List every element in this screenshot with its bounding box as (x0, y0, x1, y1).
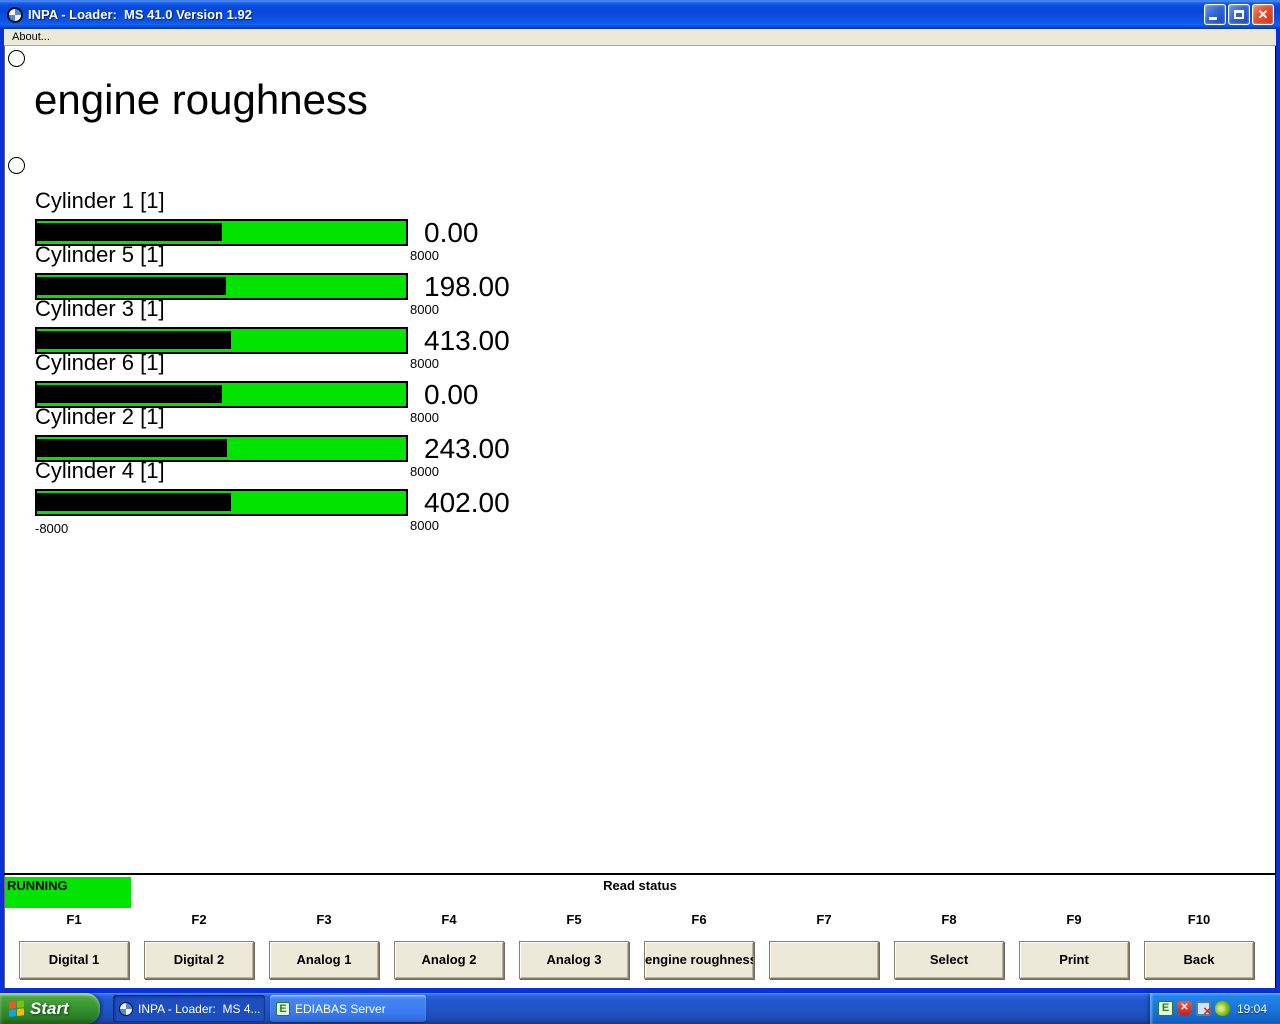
gauge-bar (35, 219, 408, 246)
gauge-bar-fill (37, 331, 232, 349)
select-button[interactable]: Select (894, 941, 1004, 979)
inpa-window: INPA - Loader: MS 41.0 Version 1.92 ✕ Ab… (0, 0, 1280, 993)
gauge-value: 243.00 (424, 433, 510, 464)
gauge-cylinder-4: Cylinder 4 [1] 402.00 8000 (35, 458, 595, 533)
status-text: Read status (603, 878, 677, 893)
fkey-label-f5: F5 (566, 912, 582, 927)
gauge-value: 0.00 (424, 379, 479, 410)
security-alert-icon[interactable]: ✕ (1177, 1001, 1192, 1016)
fkey-label-row: F1 F2 F3 F4 F5 F6 F7 F8 F9 F10 (19, 912, 1254, 927)
fkey-button-row: Digital 1 Digital 2 Analog 1 Analog 2 An… (19, 941, 1254, 979)
taskbar-task-ediabas[interactable]: E EDIABAS Server (270, 995, 426, 1022)
print-button[interactable]: Print (1019, 941, 1129, 979)
engine-roughness-button[interactable]: engine roughness (644, 941, 754, 979)
taskbar: Start INPA - Loader: MS 4... E EDIABAS S… (0, 993, 1280, 1024)
gauge-cylinder-1: Cylinder 1 [1] 0.00 8000 (35, 188, 595, 263)
gauge-cylinder-6: Cylinder 6 [1] 0.00 8000 (35, 350, 595, 425)
gauge-value: 0.00 (424, 217, 479, 248)
gauge-value: 413.00 (424, 325, 510, 356)
task-label: INPA - Loader: MS 4... (138, 1001, 261, 1016)
cylinder-label: Cylinder 4 [1] (35, 458, 165, 483)
gauge-bar-fill (37, 493, 231, 511)
system-tray: E ✕ 19:04 (1150, 993, 1280, 1024)
gauge-axis-max-label: 8000 (410, 464, 439, 479)
gauge-axis-max-label: 8000 (410, 356, 439, 371)
cylinder-label: Cylinder 6 [1] (35, 350, 165, 375)
gauge-axis-min-label: -8000 (35, 521, 69, 536)
menu-item-about[interactable]: About... (12, 30, 50, 43)
maximize-button[interactable] (1228, 4, 1250, 25)
back-button[interactable]: Back (1144, 941, 1254, 979)
gauge-cylinder-3: Cylinder 3 [1] 413.00 8000 (35, 296, 595, 371)
nvidia-icon[interactable] (1215, 1001, 1230, 1016)
gauge-bar-fill (37, 439, 228, 457)
cylinder-label: Cylinder 5 [1] (35, 242, 165, 267)
fkey-label-f7: F7 (816, 912, 832, 927)
digital1-button[interactable]: Digital 1 (19, 941, 129, 979)
gauge-cylinder-2: Cylinder 2 [1] 243.00 8000 (35, 404, 595, 479)
fkey-label-f1: F1 (66, 912, 82, 927)
app-bmw-icon (7, 6, 23, 23)
status-badge: RUNNING (5, 877, 131, 908)
gauge-axis-max-label: 8000 (410, 302, 439, 317)
start-button[interactable]: Start (0, 993, 100, 1024)
windows-logo-icon (9, 999, 25, 1018)
ediabas-tray-icon[interactable]: E (1158, 1001, 1173, 1016)
marker-circle-top (8, 50, 25, 67)
taskbar-task-inpa[interactable]: INPA - Loader: MS 4... (113, 995, 265, 1022)
digital2-button[interactable]: Digital 2 (144, 941, 254, 979)
gauge-bar (35, 489, 408, 516)
start-label: Start (30, 998, 69, 1018)
analog1-button[interactable]: Analog 1 (269, 941, 379, 979)
menu-bar: About... (4, 29, 1276, 46)
fkey-label-f6: F6 (691, 912, 707, 927)
window-title: INPA - Loader: MS 41.0 Version 1.92 (28, 7, 252, 22)
gauge-bar-fill (37, 277, 227, 295)
task-label: EDIABAS Server (295, 1001, 386, 1016)
marker-circle-bottom (8, 157, 25, 174)
gauge-bar (35, 327, 408, 354)
f7-empty-button[interactable] (769, 941, 879, 979)
gauge-bar (35, 273, 408, 300)
gauge-value: 198.00 (424, 271, 510, 302)
gauge-bar-fill (37, 223, 222, 241)
page-title: engine roughness (34, 76, 368, 123)
gauge-bar-fill (37, 385, 222, 403)
gauge-axis-max-label: 8000 (410, 248, 439, 263)
inpa-bmw-icon (119, 1001, 133, 1016)
fkey-label-f3: F3 (316, 912, 332, 927)
gauge-cylinder-5: Cylinder 5 [1] 198.00 8000 (35, 242, 595, 317)
close-button[interactable]: ✕ (1252, 4, 1274, 25)
gauge-bar (35, 381, 408, 408)
fkey-label-f8: F8 (941, 912, 957, 927)
maximize-icon (1234, 10, 1244, 19)
fkey-label-f2: F2 (191, 912, 207, 927)
fkey-label-f4: F4 (441, 912, 457, 927)
cylinder-label: Cylinder 1 [1] (35, 188, 165, 213)
analog3-button[interactable]: Analog 3 (519, 941, 629, 979)
panel-divider (4, 873, 1276, 875)
gauge-bar (35, 435, 408, 462)
fkey-label-f10: F10 (1187, 912, 1211, 927)
close-icon: ✕ (1257, 7, 1269, 22)
client-area: engine roughness Cylinder 1 [1] 0.00 800… (4, 46, 1276, 988)
gauge-value: 402.00 (424, 487, 510, 518)
gauge-axis-max-label: 8000 (410, 518, 439, 533)
clock: 19:04 (1237, 1001, 1268, 1016)
minimize-button[interactable] (1204, 4, 1226, 25)
network-disconnected-icon[interactable] (1196, 1001, 1212, 1018)
fkey-label-f9: F9 (1066, 912, 1082, 927)
title-bar[interactable]: INPA - Loader: MS 41.0 Version 1.92 ✕ (0, 0, 1280, 29)
ediabas-server-icon: E (276, 1001, 290, 1016)
cylinder-label: Cylinder 3 [1] (35, 296, 165, 321)
cylinder-label: Cylinder 2 [1] (35, 404, 165, 429)
gauge-axis-max-label: 8000 (410, 410, 439, 425)
minimize-icon (1209, 17, 1217, 20)
analog2-button[interactable]: Analog 2 (394, 941, 504, 979)
